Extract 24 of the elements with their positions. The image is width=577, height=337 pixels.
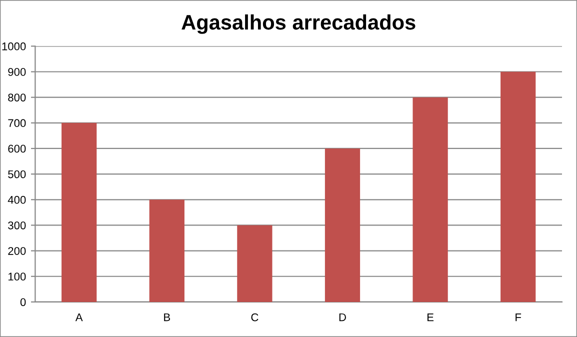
y-tick-label: 600 — [8, 144, 26, 153]
x-tick-label: B — [164, 313, 170, 322]
bar — [324, 148, 360, 302]
x-tick-label: E — [428, 313, 434, 322]
y-tick-label: 900 — [8, 68, 26, 76]
x-tick-label: C — [251, 313, 258, 322]
y-tick-label: 100 — [8, 272, 26, 281]
x-tick-label: F — [516, 313, 522, 322]
y-tick-label: 500 — [8, 170, 26, 178]
y-tick-label: 1000 — [2, 42, 26, 50]
bar — [237, 225, 272, 302]
x-tick-label: A — [75, 313, 83, 322]
y-tick-label: 0 — [20, 298, 26, 306]
bar — [500, 72, 536, 302]
bar — [149, 200, 184, 302]
y-tick-label: 400 — [8, 196, 26, 204]
y-tick-label: 700 — [8, 119, 26, 128]
y-tick-label: 200 — [8, 247, 26, 255]
chart-title: Agasalhos arrecadados — [182, 14, 416, 34]
y-tick-label: 300 — [8, 221, 26, 230]
x-tick-label: D — [339, 313, 346, 322]
bar — [62, 122, 97, 302]
y-tick-label: 800 — [8, 94, 26, 102]
bar — [412, 97, 448, 302]
